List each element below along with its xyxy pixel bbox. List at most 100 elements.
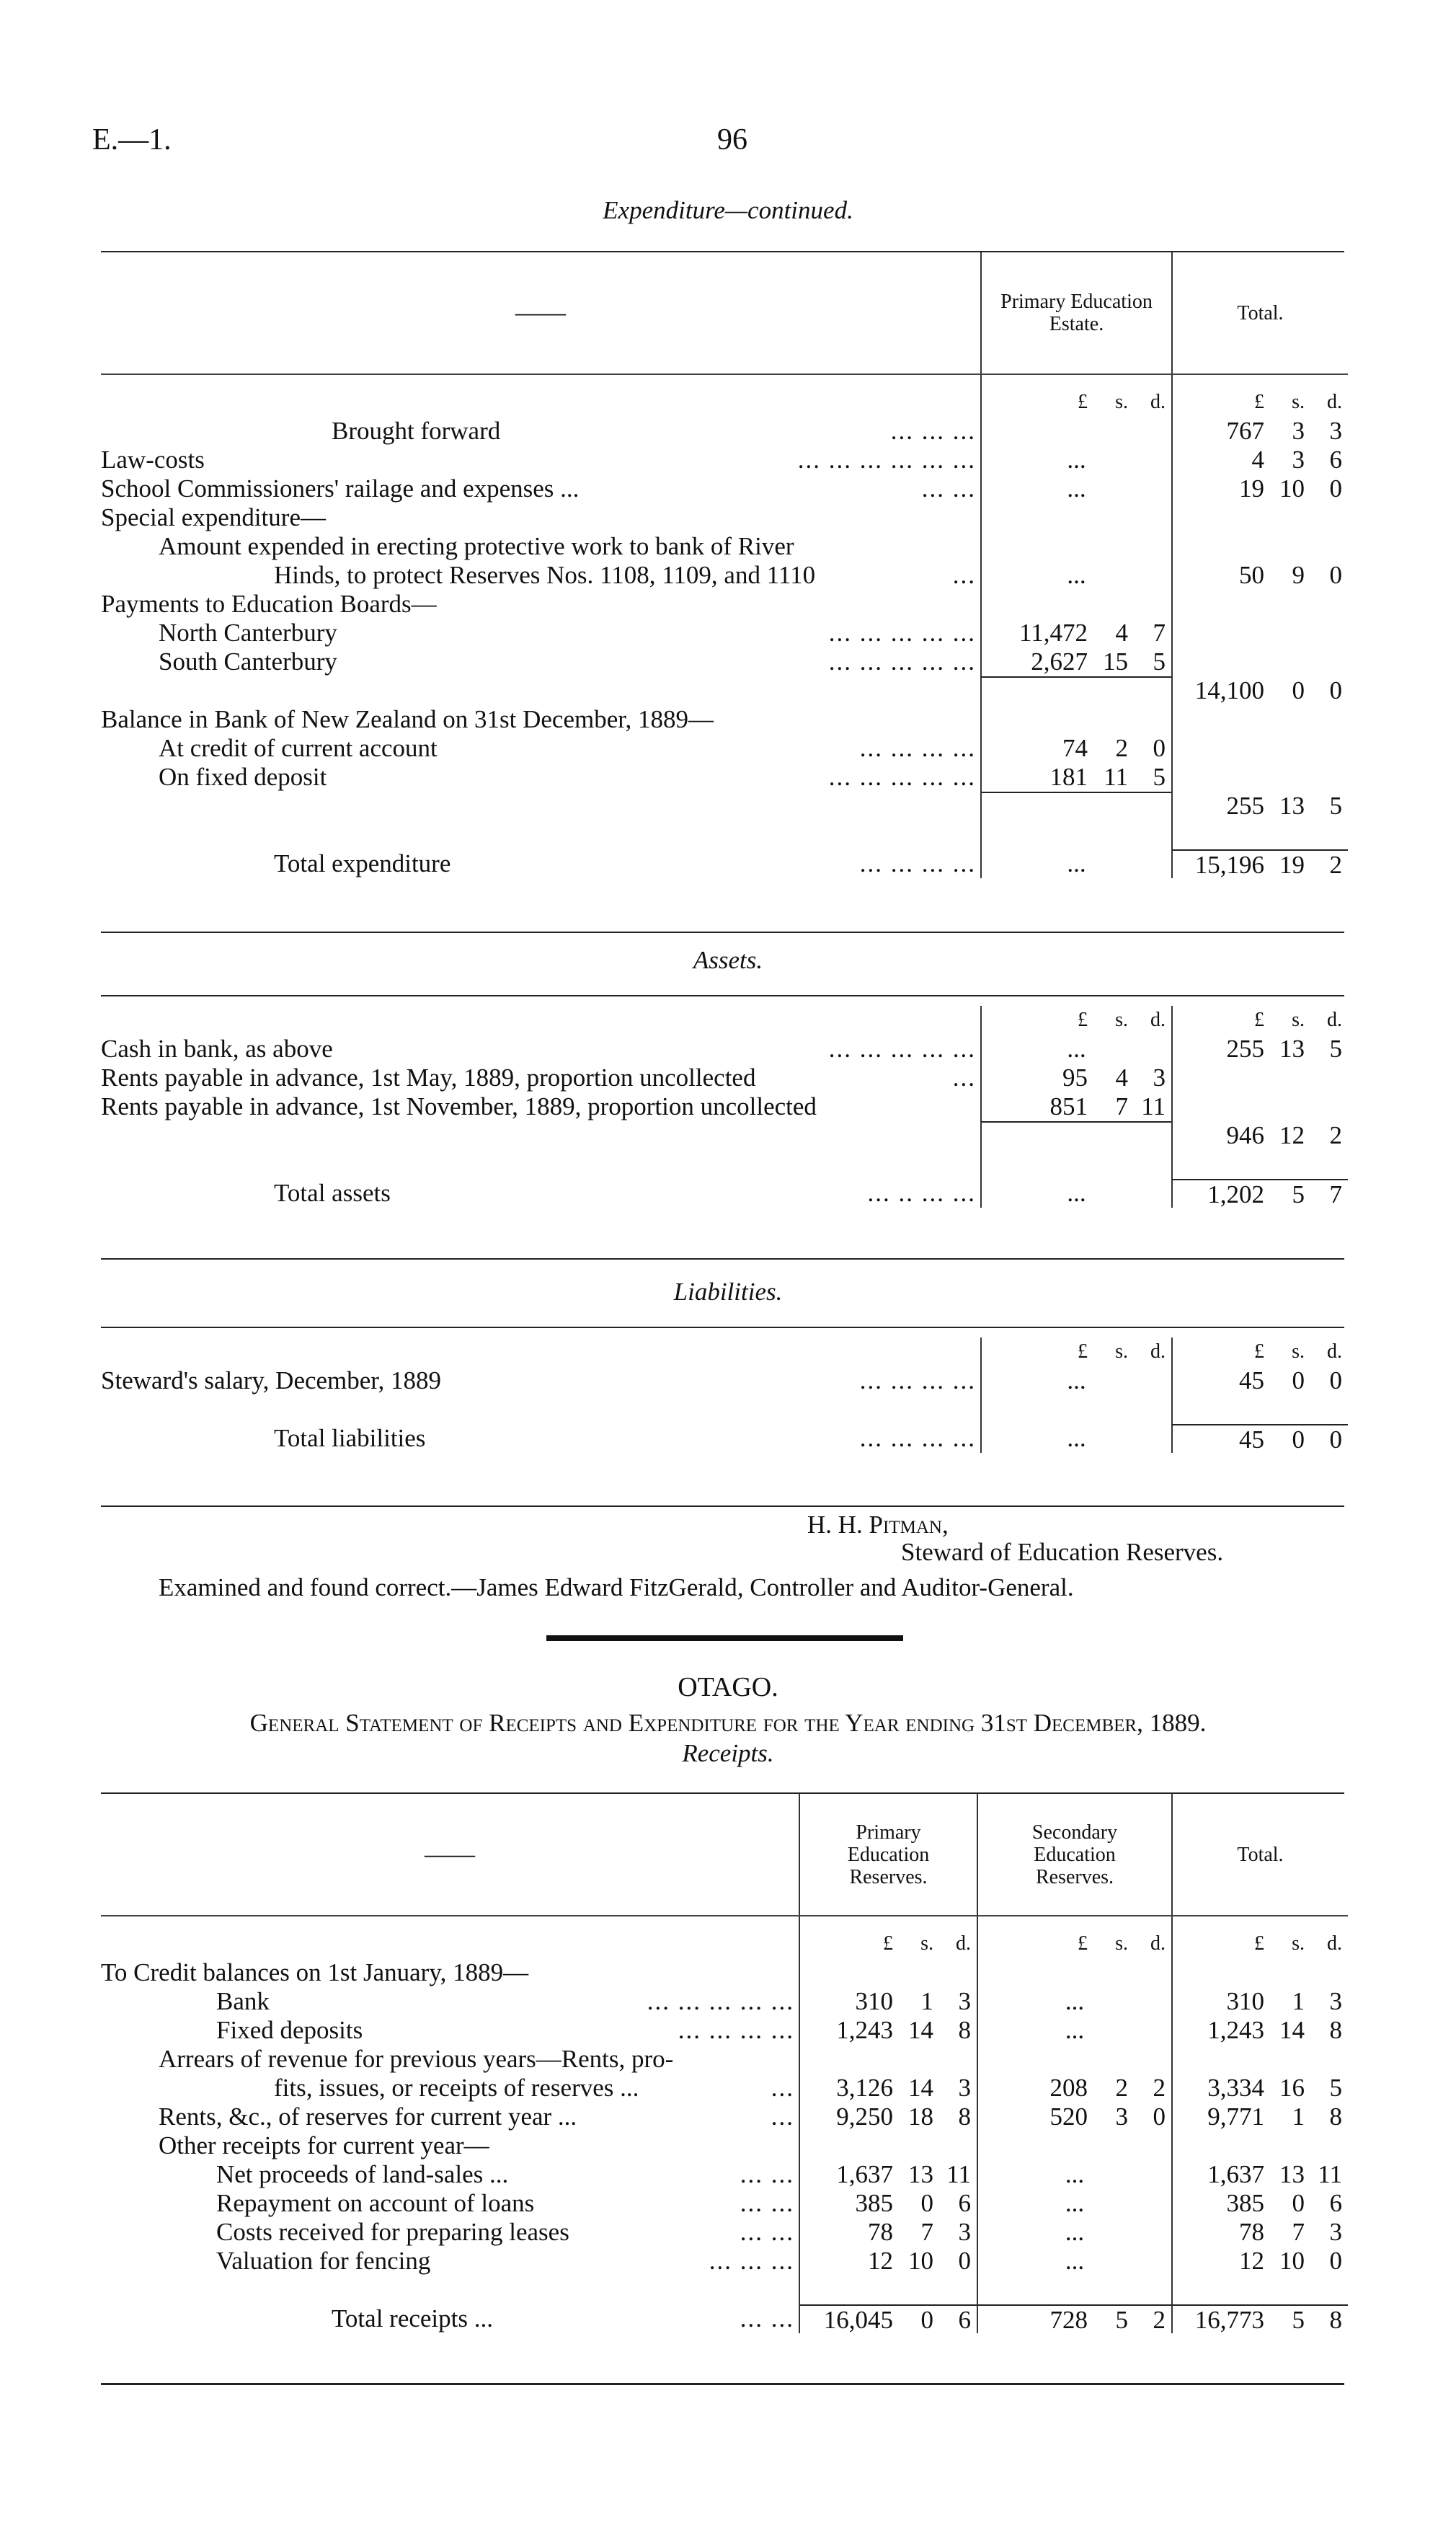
row-label-text: Rents, &c., of reserves for current year… xyxy=(159,2103,577,2131)
pounds: £ xyxy=(883,1932,893,1955)
table-row: £ s. d. £ s. d. xyxy=(101,1006,1348,1035)
shillings: s. xyxy=(920,1932,933,1955)
amount-cell: ... xyxy=(980,561,1171,590)
pounds: 16,773 xyxy=(1194,2306,1264,2334)
pounds: 1,243 xyxy=(1207,2016,1264,2044)
amount-cell: 1,243 14 8 xyxy=(1171,2016,1348,2045)
pounds: 728 xyxy=(1049,2306,1088,2334)
shillings: 0 xyxy=(1292,676,1305,704)
shillings: 12 xyxy=(1279,1121,1305,1149)
pounds: 255 xyxy=(1226,792,1265,820)
pence: 5 xyxy=(1153,763,1166,791)
auditor-statement: Examined and found correct.—James Edward… xyxy=(159,1573,1074,1601)
amount-cell xyxy=(1171,1092,1348,1121)
row-label: Net proceeds of land-sales ... ... ... xyxy=(101,2160,799,2189)
amount-cell: 3,126 14 3 xyxy=(799,2074,977,2103)
amount-cell: 728 5 2 xyxy=(977,2304,1171,2334)
amount-cell xyxy=(980,1150,1171,1179)
pence: 3 xyxy=(1329,2218,1343,2246)
pounds: 45 xyxy=(1239,1366,1264,1394)
table-row: Repayment on account of loans ... ... 385 0… xyxy=(101,2189,1348,2218)
pounds: 181 xyxy=(1049,763,1088,791)
amount-cell: 1,637 13 11 xyxy=(799,2160,977,2189)
pence: 6 xyxy=(958,2306,972,2334)
shillings: 14 xyxy=(1279,2016,1305,2044)
amount-cell xyxy=(799,2276,977,2304)
row-label-text: Costs received for preparing leases xyxy=(216,2218,569,2246)
amount-cell: 74 2 0 xyxy=(980,734,1171,763)
nil-amount: ... xyxy=(1067,849,1086,877)
row-label xyxy=(101,676,980,705)
pence: 3 xyxy=(958,1987,972,2015)
amount-cell xyxy=(1171,705,1348,734)
pence: d. xyxy=(1150,1340,1166,1363)
nil-amount: ... xyxy=(1067,474,1086,503)
shillings: 10 xyxy=(1279,474,1305,503)
section-divider xyxy=(546,1635,903,1641)
pence: 5 xyxy=(1329,1035,1343,1063)
amount-cell: 16,773 5 8 xyxy=(1171,2304,1348,2334)
table-row: Other receipts for current year— xyxy=(101,2131,1348,2160)
table-row: Amount expended in erecting protective w… xyxy=(101,532,1348,561)
shillings: 0 xyxy=(920,2306,934,2334)
amount-cell: 16,045 0 6 xyxy=(799,2304,977,2334)
amount-cell xyxy=(799,2131,977,2160)
amount-cell: 1,243 14 8 xyxy=(799,2016,977,2045)
amount-cell xyxy=(980,792,1171,821)
shillings: s. xyxy=(1292,1932,1305,1955)
shillings: 10 xyxy=(1279,2247,1305,2275)
amount-cell: £ s. d. xyxy=(1171,1006,1348,1035)
pence: d. xyxy=(1327,1340,1342,1363)
row-label xyxy=(101,1150,980,1179)
pence: 6 xyxy=(1329,2189,1343,2217)
shillings: 13 xyxy=(1279,792,1305,820)
leader-dots: ... ... ... ... ... xyxy=(828,763,976,791)
shillings: 1 xyxy=(1292,2103,1305,2131)
table-row: Brought forward ... ... ... 767 3 3 xyxy=(101,417,1348,446)
amount-cell xyxy=(1171,590,1348,619)
shillings: 5 xyxy=(1292,2306,1305,2334)
table-header: —— Primary Education Reserves. Secondary E… xyxy=(101,1794,1348,1916)
pounds: 16,045 xyxy=(823,2306,893,2334)
amount-cell xyxy=(980,532,1171,561)
pence: d. xyxy=(1150,1009,1166,1031)
row-label: Rents, &c., of reserves for current year… xyxy=(101,2103,799,2131)
pounds: 767 xyxy=(1226,417,1265,445)
table-row: Rents payable in advance, 1st May, 1889,… xyxy=(101,1064,1348,1092)
amount-cell: 310 1 3 xyxy=(1171,1987,1348,2016)
pence: 11 xyxy=(946,2160,971,2188)
row-label-text: Rents payable in advance, 1st May, 1889,… xyxy=(101,1064,756,1092)
shillings: 14 xyxy=(908,2074,933,2102)
table-row: Special expenditure— xyxy=(101,503,1348,532)
amount-cell xyxy=(980,676,1171,705)
row-label-text: Bank xyxy=(216,1987,270,2015)
leader-dots: ... ... xyxy=(740,2218,794,2246)
pence: 6 xyxy=(1329,446,1343,474)
liabilities-table: £ s. d. £ s. d. Steward's salary, December, 18… xyxy=(101,1337,1348,1454)
amount-cell: £ s. d. xyxy=(980,1006,1171,1035)
pence: 2 xyxy=(1329,851,1343,879)
amount-cell: 12 10 0 xyxy=(1171,2247,1348,2276)
amount-cell xyxy=(1171,1395,1348,1424)
row-label-text: Total liabilities xyxy=(274,1424,426,1452)
table-row: At credit of current account ... ... ... … xyxy=(101,734,1348,763)
pounds: 9,250 xyxy=(836,2103,893,2131)
row-label-text: To Credit balances on 1st January, 1889— xyxy=(101,1958,529,1986)
shillings: 3 xyxy=(1292,417,1305,445)
shillings: 10 xyxy=(908,2247,933,2275)
amount-cell: ... xyxy=(980,474,1171,503)
spacer xyxy=(980,375,1171,388)
table-row: £ s. d. £ s. d. xyxy=(101,388,1348,417)
table-row xyxy=(101,1150,1348,1179)
pence: 0 xyxy=(1329,474,1343,503)
row-label-text: At credit of current account xyxy=(159,734,438,762)
amount-cell xyxy=(1171,647,1348,676)
amount-cell: ... xyxy=(977,2218,1171,2247)
row-label: Repayment on account of loans ... ... xyxy=(101,2189,799,2218)
shillings: 16 xyxy=(1279,2074,1305,2102)
shillings: 2 xyxy=(1115,734,1129,762)
shillings: s. xyxy=(1292,1009,1305,1031)
table-row: Law-costs ... ... ... ... ... ...... 4 3 6 xyxy=(101,446,1348,474)
pounds: 74 xyxy=(1062,734,1088,762)
